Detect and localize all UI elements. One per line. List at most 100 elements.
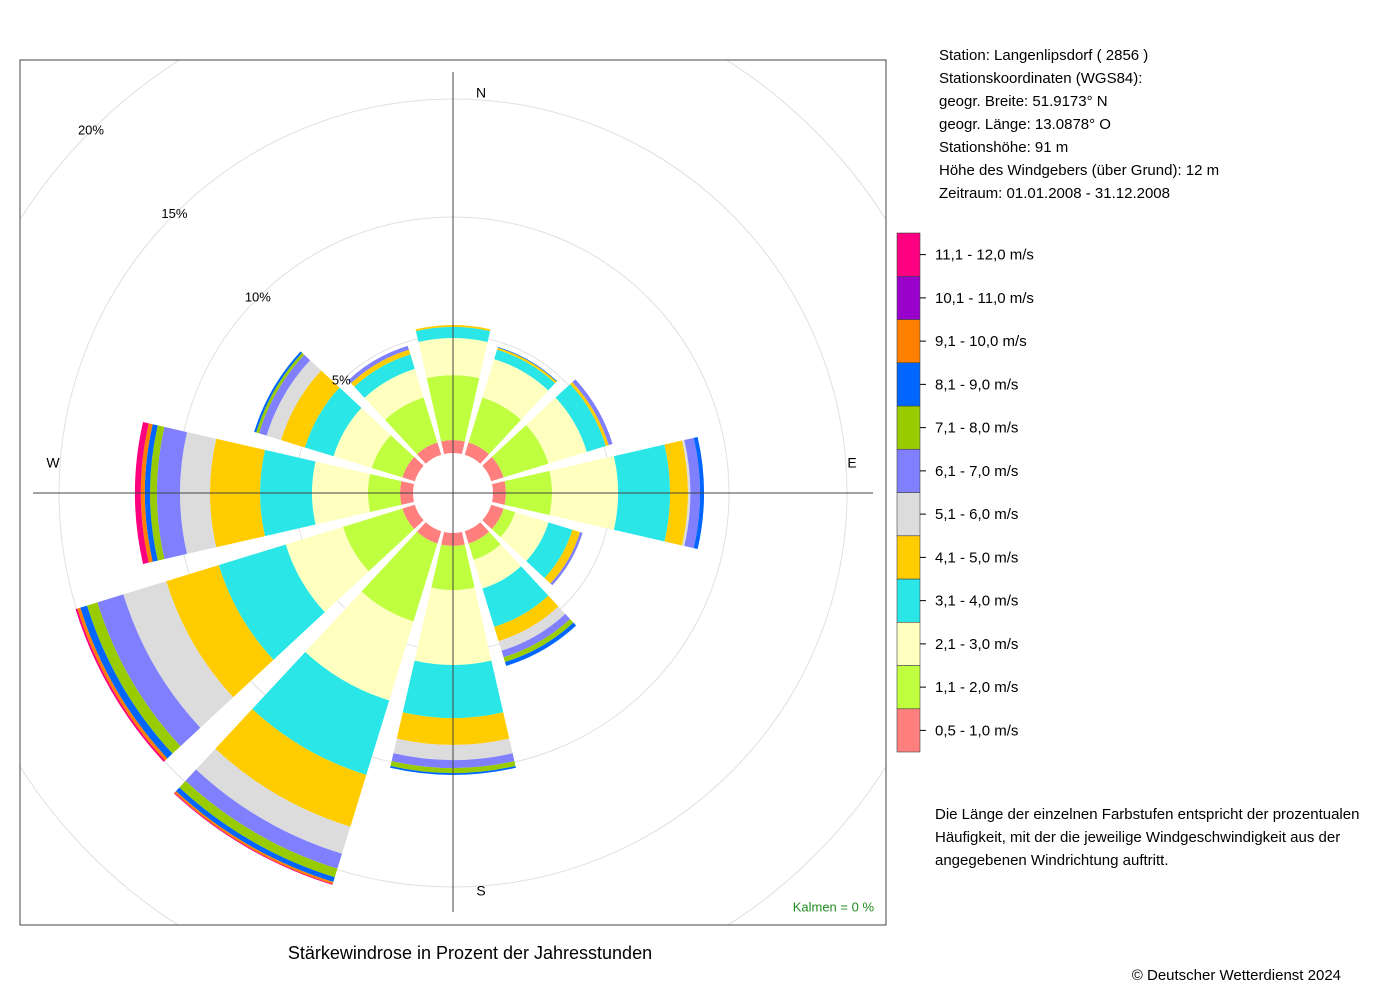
legend-swatch — [896, 708, 921, 753]
rose-segment — [500, 512, 549, 562]
station-info: Zeitraum: 01.01.2008 - 31.12.2008 — [939, 185, 1170, 202]
rose-segment — [473, 544, 522, 589]
note-line: Häufigkeit, mit der die jeweilige Windge… — [935, 829, 1340, 846]
rose-segment — [87, 602, 181, 754]
legend-swatch — [896, 275, 921, 320]
rose-segment — [402, 456, 424, 482]
r-tick-label: 10% — [245, 289, 271, 304]
rose-segment — [348, 345, 409, 384]
rose-segment — [354, 354, 415, 398]
chart-title: Stärkewindrose in Prozent der Jahresstun… — [288, 943, 652, 963]
rose-segment — [364, 368, 424, 420]
rose-segment — [498, 606, 566, 651]
rose-segment — [218, 544, 325, 660]
rose-segment — [491, 424, 549, 478]
rose-segment — [482, 456, 504, 482]
rose-segment — [350, 349, 411, 387]
rose-segment — [464, 442, 490, 464]
legend-label: 10,1 - 11,0 m/s — [935, 290, 1034, 307]
legend-swatch — [896, 232, 921, 277]
r-tick-label: 15% — [161, 206, 187, 221]
direction-label: E — [847, 455, 856, 471]
rose-segment — [175, 787, 335, 882]
legend-label: 0,5 - 1,0 m/s — [935, 722, 1018, 739]
rose-segment — [390, 761, 516, 774]
rose-segment — [256, 352, 305, 434]
rose-segment — [497, 347, 557, 384]
rose-segment — [491, 508, 516, 538]
legend-label: 9,1 - 10,0 m/s — [935, 333, 1027, 350]
legend-label: 7,1 - 8,0 m/s — [935, 420, 1018, 437]
rose-segment — [494, 349, 556, 391]
rose-segment — [333, 407, 391, 468]
rose-segment — [343, 508, 415, 572]
rose-segment — [526, 397, 587, 464]
direction-label: W — [46, 455, 60, 471]
rose-segment — [416, 442, 442, 464]
rose-segment — [179, 780, 338, 878]
legend-swatch — [896, 578, 921, 623]
rose-segment — [482, 359, 549, 420]
rose-segment — [166, 565, 274, 698]
rose-segment — [501, 613, 571, 658]
rose-segment — [468, 531, 501, 560]
rose-segment — [140, 423, 153, 563]
rose-segment — [371, 435, 415, 478]
rose-segment — [150, 425, 165, 561]
legend-label: 2,1 - 3,0 m/s — [935, 636, 1018, 653]
legend-swatch — [896, 535, 921, 580]
station-info: Stationshöhe: 91 m — [939, 139, 1068, 156]
r-tick-label: 20% — [78, 122, 104, 137]
rose-segment — [572, 379, 613, 446]
legend-label: 1,1 - 2,0 m/s — [935, 679, 1018, 696]
legend-swatch — [896, 319, 921, 364]
rose-segment — [482, 504, 504, 530]
station-info: Höhe des Windgebers (über Grund): 12 m — [939, 162, 1219, 179]
station-info: Stationskoordinaten (WGS84): — [939, 70, 1142, 87]
station-info: geogr. Breite: 51.9173° N — [939, 93, 1108, 110]
legend-swatch — [896, 362, 921, 407]
rose-segment — [544, 529, 581, 584]
legend-swatch — [896, 492, 921, 537]
legend-label: 3,1 - 4,0 m/s — [935, 593, 1018, 610]
rose-segment — [555, 384, 606, 452]
rose-segment — [464, 522, 490, 544]
note-line: angegebenen Windrichtung auftritt. — [935, 852, 1169, 869]
rose-segment — [402, 504, 424, 530]
calm-note: Kalmen = 0 % — [793, 899, 875, 914]
plot-frame — [19, 59, 887, 926]
rose-segment — [570, 382, 609, 446]
copyright: © Deutscher Wetterdienst 2024 — [1132, 967, 1341, 984]
rose-segment — [196, 748, 351, 854]
direction-label: N — [476, 85, 486, 101]
rose-segment — [305, 591, 414, 701]
rose-segment — [144, 424, 158, 562]
rose-segment — [281, 370, 340, 448]
station-info: Station: Langenlipsdorf ( 2856 ) — [939, 47, 1148, 64]
direction-label: S — [476, 883, 485, 899]
legend-label: 4,1 - 5,0 m/s — [935, 549, 1018, 566]
legend-label: 5,1 - 6,0 m/s — [935, 506, 1018, 523]
rose-segment — [482, 566, 549, 627]
rose-segment — [134, 422, 149, 564]
rose-segment — [285, 526, 369, 613]
rose-segment — [185, 769, 343, 869]
legend-label: 6,1 - 7,0 m/s — [935, 463, 1018, 480]
rose-segment — [304, 387, 362, 457]
legend-label: 11,1 - 12,0 m/s — [935, 247, 1034, 264]
rose-segment — [123, 581, 234, 728]
legend-swatch — [896, 621, 921, 666]
rose-segment — [215, 709, 367, 827]
rose-segment — [258, 354, 311, 436]
station-info: geogr. Länge: 13.0878° O — [939, 116, 1111, 133]
plot-area — [20, 60, 886, 925]
legend-label: 8,1 - 9,0 m/s — [935, 376, 1018, 393]
rose-segment — [80, 605, 173, 759]
rose-segment — [416, 522, 442, 544]
rose-segment — [505, 622, 577, 666]
rose-segment — [682, 440, 691, 546]
rose-segment — [693, 436, 704, 550]
legend-swatch — [896, 665, 921, 710]
rose-segment — [266, 360, 322, 441]
